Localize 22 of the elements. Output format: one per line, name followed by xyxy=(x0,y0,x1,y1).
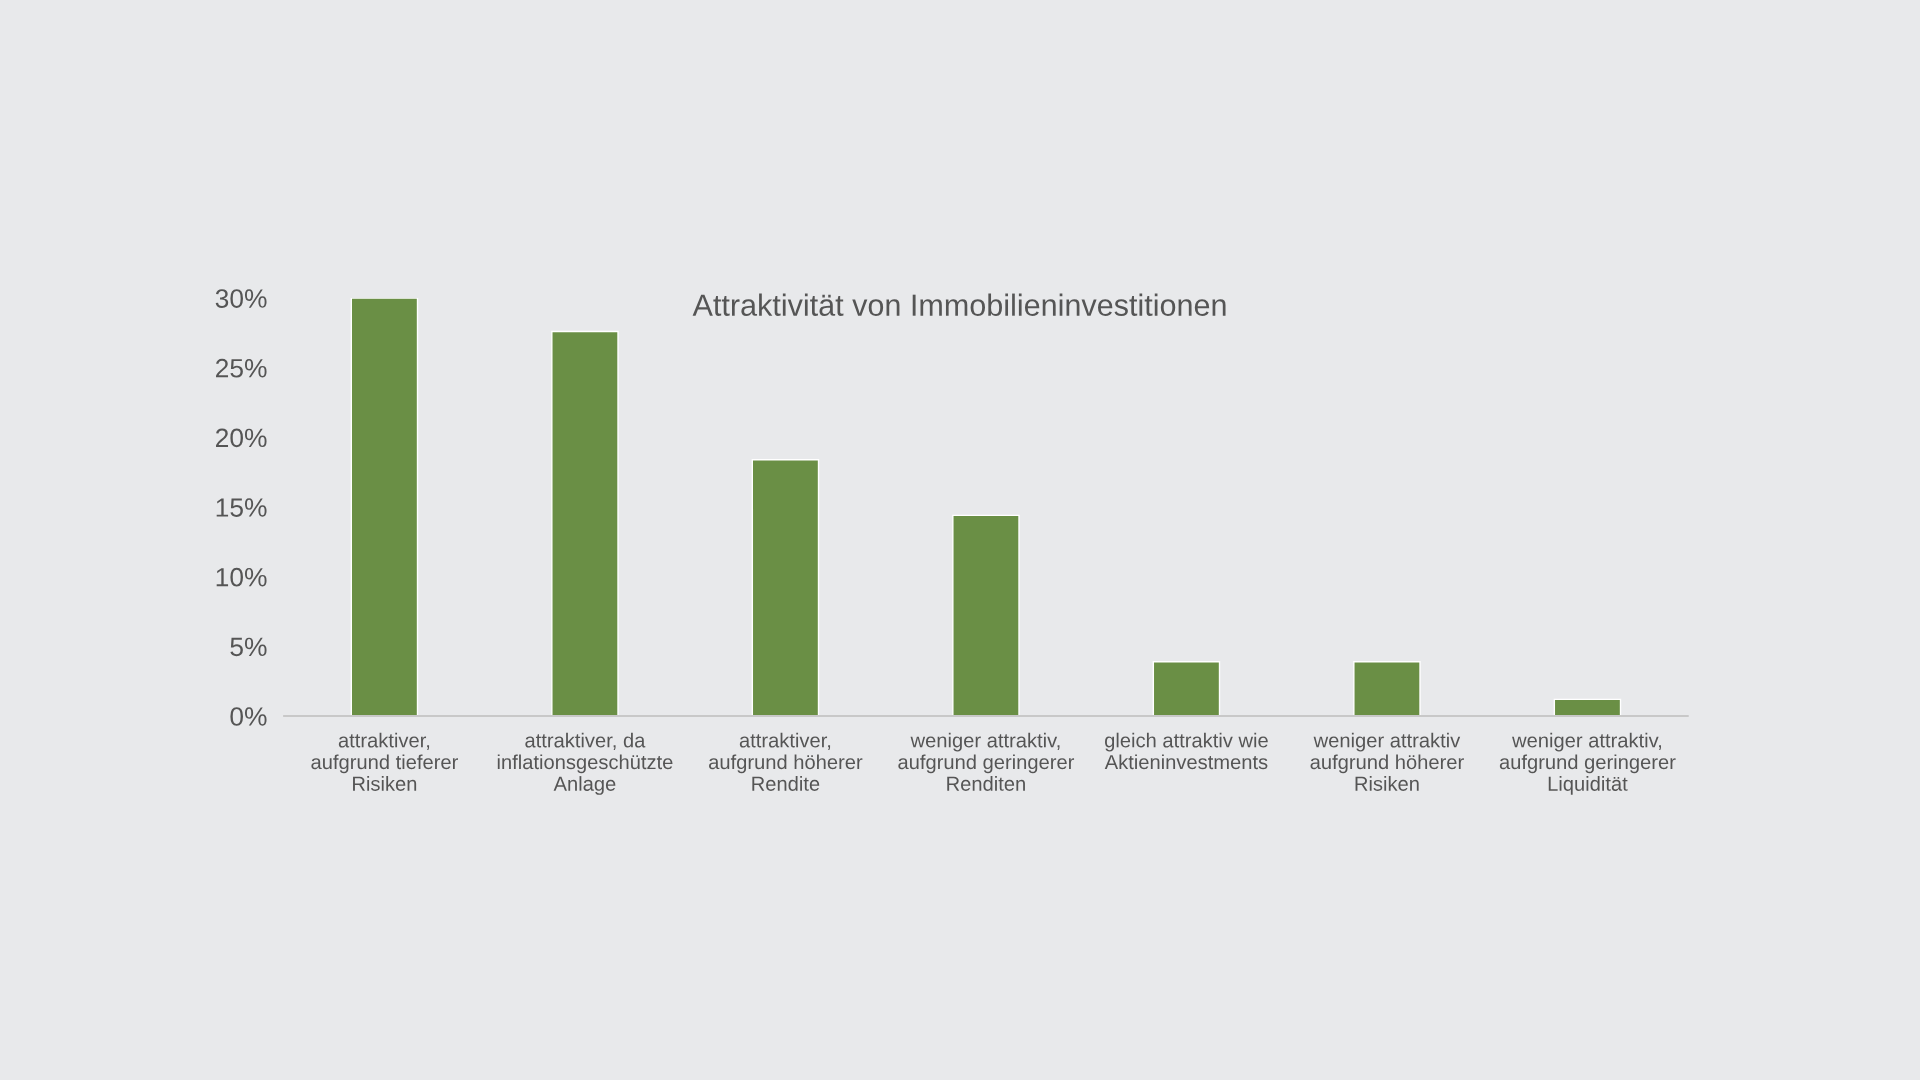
y-tick-label: 15% xyxy=(216,498,267,517)
y-tick-label: 20% xyxy=(216,428,267,448)
y-tick-label: 5% xyxy=(230,637,267,657)
y-tick-label: 10% xyxy=(216,567,267,587)
x-tick-label: attraktiver, da inflationsgeschützte Anlage xyxy=(497,732,673,795)
x-tick-label: weniger attraktiv aufgrund höherer Risiken xyxy=(1310,732,1464,791)
y-tick-label: 25% xyxy=(216,358,267,378)
bar xyxy=(350,298,419,717)
bar xyxy=(1152,661,1221,717)
bar xyxy=(551,330,619,717)
x-tick-label: weniger attraktiv, aufgrund geringerer Renditen xyxy=(898,732,1075,791)
x-tick-label: weniger attraktiv, aufgrund geringerer Liquidität xyxy=(1499,732,1676,795)
x-tick-label: attraktiver, aufgrund höherer Rendite xyxy=(709,732,863,791)
bar xyxy=(952,514,1020,717)
y-tick-label: 0% xyxy=(230,707,267,726)
x-tick-label: gleich attraktiv wie Aktieninvestments xyxy=(1104,732,1268,770)
y-tick-label: 30% xyxy=(215,289,267,308)
bar xyxy=(1553,698,1622,717)
bar xyxy=(751,458,820,717)
chart-title: Attraktivität von Immobilieninvestitionen xyxy=(692,293,1226,316)
x-tick-label: attraktiver, aufgrund tieferer Risiken xyxy=(311,732,458,791)
bar xyxy=(1353,661,1421,717)
